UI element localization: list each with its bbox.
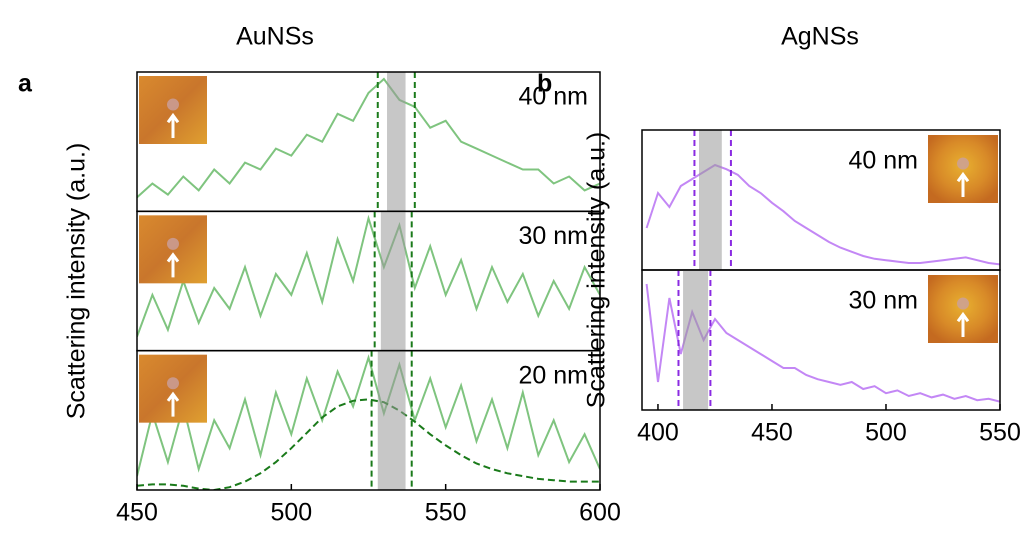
inset-arrow [166, 112, 180, 138]
x-tick-label: 500 [865, 419, 907, 447]
inset-arrow [166, 391, 180, 417]
x-tick-label: 600 [579, 499, 621, 527]
peak-band [387, 72, 406, 212]
panel-title: AuNSs [236, 23, 314, 51]
x-tick-label: 450 [116, 499, 158, 527]
peak-band [683, 270, 709, 410]
inset-arrow [166, 252, 180, 278]
panel-label: b [537, 70, 552, 98]
panel-title: AgNSs [781, 23, 859, 51]
spectrum-line [137, 354, 600, 477]
y-axis-label: Scattering intensity (a.u.) [63, 143, 91, 420]
inset-arrow [956, 171, 970, 197]
subplot [137, 72, 600, 212]
x-tick-label: 500 [270, 499, 312, 527]
size-label: 40 nm [849, 147, 918, 175]
inset-particle [957, 157, 969, 170]
x-tick-label: 400 [637, 419, 679, 447]
size-label: 30 nm [519, 222, 588, 250]
x-tick-label: 550 [979, 419, 1021, 447]
x-tick-label: 550 [425, 499, 467, 527]
subplot-frame [136, 349, 601, 491]
inset-particle [167, 237, 179, 250]
subplot [645, 270, 1000, 410]
inset-arrow [956, 311, 970, 337]
subplot [137, 211, 600, 351]
size-label: 40 nm [519, 83, 588, 111]
inset-particle [957, 297, 969, 310]
inset-particle [167, 98, 179, 111]
subplot-frame [641, 269, 1001, 411]
peak-band [377, 350, 406, 490]
x-tick-label: 450 [751, 419, 793, 447]
peak-band [699, 130, 722, 270]
inset-particle [167, 377, 179, 390]
subplot [137, 350, 600, 490]
y-axis-label: Scattering intensity (a.u.) [583, 132, 611, 409]
spectrum-line [137, 77, 600, 199]
size-label: 20 nm [519, 361, 588, 389]
peak-band [380, 211, 406, 351]
size-label: 30 nm [849, 287, 918, 315]
spectrum-line [137, 214, 600, 338]
subplot [645, 130, 1000, 270]
panel-label: a [18, 70, 33, 98]
